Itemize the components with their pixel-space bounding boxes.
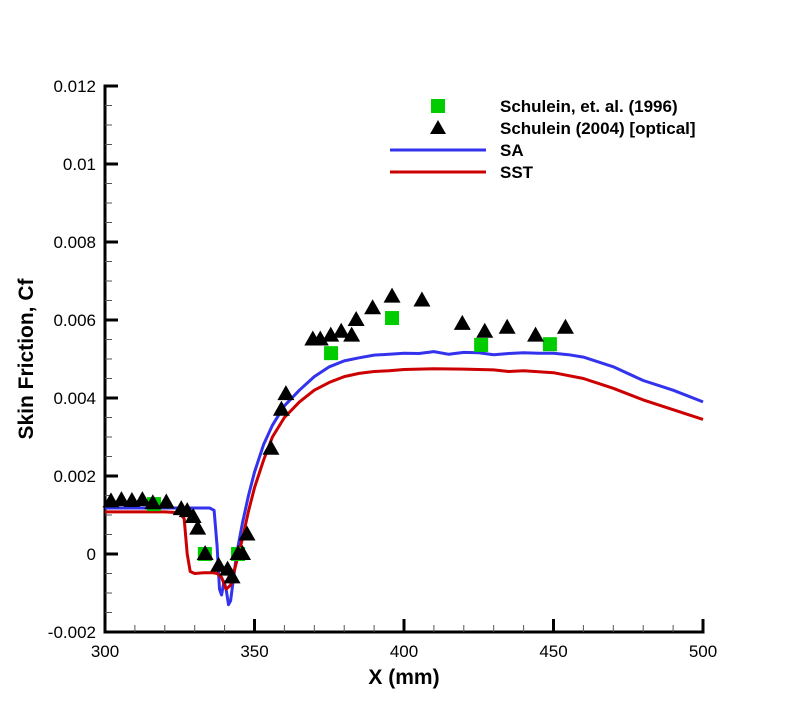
data-point-triangle [272,400,290,416]
legend-triangle-marker [430,120,446,134]
y-tick-label: 0.012 [53,77,96,96]
data-point-triangle [383,287,401,303]
plot-area [102,287,704,607]
y-tick-label: 0.006 [53,311,96,330]
legend-square-marker [431,99,445,113]
data-point-triangle [196,545,214,560]
x-axis-title: X (mm) [368,666,439,689]
y-tick-label: -0.002 [48,623,96,642]
legend-label: Schulein (2004) [optical] [500,119,696,138]
data-point-triangle [184,507,202,523]
data-point-triangle [234,545,252,560]
data-point-triangle [189,519,207,535]
data-point-triangle [453,314,471,330]
axes: 300 350 400 450 500 -0.002 0 0.002 0.004 0.006 0.0… [48,77,717,661]
data-point-square [385,311,400,326]
legend-label: SST [500,163,534,182]
data-point-triangle [476,322,494,338]
data-point-triangle [343,326,361,342]
y-tick-label: 0.002 [53,467,96,486]
data-point-triangle [223,568,241,584]
data-point-triangle [262,439,280,455]
data-point-triangle [556,318,574,334]
x-tick-label: 350 [240,642,268,661]
data-point-triangle [347,311,365,326]
legend-item: SST [390,163,534,182]
x-tick-label: 400 [390,642,418,661]
data-point-triangle [144,494,162,510]
data-point-square [324,346,339,361]
data-point-triangle [322,326,340,342]
series-line-sst [105,367,704,591]
data-point-triangle [413,291,431,307]
data-point-triangle [157,493,175,509]
data-point-triangle [527,326,545,342]
x-tick-label: 300 [91,642,119,661]
y-tick-label: 0 [87,545,96,564]
x-tick-label: 500 [689,642,717,661]
data-point-square [542,337,557,352]
legend-item: Schulein, et. al. (1996) [431,97,678,116]
legend-item: Schulein (2004) [optical] [430,119,696,138]
data-point-square [474,337,489,352]
data-point-triangle [210,556,228,572]
data-point-triangle [277,385,295,401]
data-point-triangle [364,299,382,315]
y-tick-label: 0.008 [53,233,96,252]
legend-label: Schulein, et. al. (1996) [500,97,678,116]
data-point-triangle [311,330,329,346]
legend: Schulein, et. al. (1996) Schulein (2004) … [390,97,696,182]
y-tick-label: 0.01 [63,155,96,174]
y-tick-label: 0.004 [53,389,96,408]
x-tick-label: 450 [539,642,567,661]
data-point-triangle [112,491,130,507]
legend-item: SA [390,141,524,160]
data-point-triangle [498,318,516,334]
y-axis-title: Skin Friction, Cf [15,277,38,439]
series-line-sa [105,350,704,607]
data-point-triangle [332,322,350,338]
data-point-triangle [133,491,151,507]
legend-label: SA [500,141,524,160]
data-point-triangle [238,525,256,541]
